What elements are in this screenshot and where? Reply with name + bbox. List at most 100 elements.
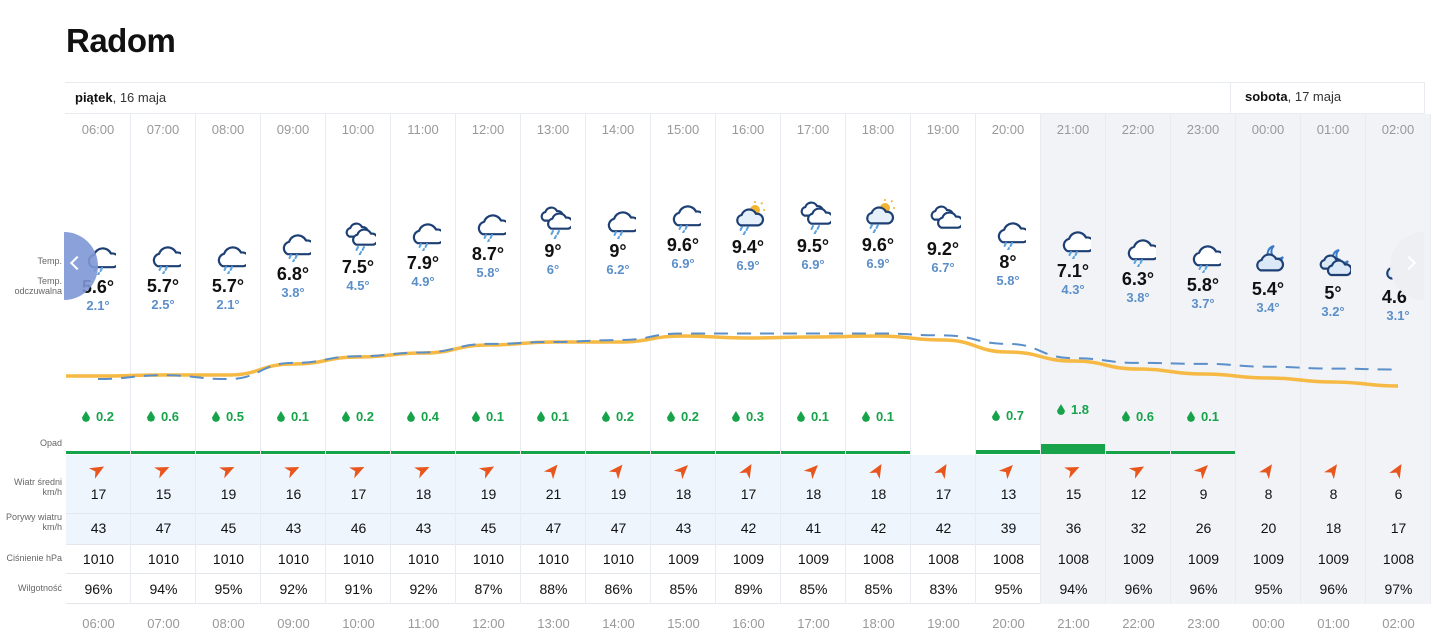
precipitation-amount: 0.2 (95, 409, 115, 424)
wind-gust: 26 (1195, 520, 1212, 536)
drop-icon (1186, 411, 1195, 422)
precipitation-bar (651, 451, 715, 454)
drop-icon (146, 410, 155, 422)
wind-speed: 19 (610, 486, 627, 502)
wind-gust: 45 (220, 520, 237, 536)
precipitation-bar (781, 451, 845, 454)
clouds-rain-icon (537, 205, 574, 240)
wind-speed: 6 (1394, 486, 1403, 502)
feels-like-value: 2.1° (86, 297, 110, 313)
wind-gust: 45 (480, 520, 497, 536)
precipitation-value: 0.2 (326, 409, 390, 424)
humidity-value: 96% (84, 581, 113, 597)
hour-label: 15:00 (666, 122, 700, 137)
feels-like-value: 6.2° (606, 262, 630, 277)
hour-label: 06:00 (81, 122, 115, 137)
cloud-rain-icon (1057, 225, 1096, 261)
wind-speed: 18 (675, 486, 692, 502)
precipitation-bar (261, 451, 325, 454)
wind-speed: 17 (935, 486, 952, 502)
hour-label-bottom: 17:00 (797, 616, 830, 631)
day-name: piątek (75, 90, 113, 105)
humidity-value: 85% (864, 581, 893, 597)
humidity-value: 92% (409, 581, 438, 597)
precipitation-bar (1171, 451, 1235, 454)
precipitation-amount: 0.1 (1200, 409, 1220, 424)
pressure-value: 1008 (1382, 551, 1415, 567)
precipitation-value: 0.1 (261, 409, 325, 424)
cloud-rain-icon (1187, 239, 1226, 275)
wind-gust: 32 (1130, 520, 1147, 536)
cloud-rain-icon (212, 240, 251, 276)
pressure-value: 1008 (992, 551, 1025, 567)
temperature-value: 7.9° (406, 252, 440, 273)
temperature-value: 7.1° (1056, 260, 1090, 281)
pressure-value: 1010 (212, 551, 245, 567)
feels-like-value: 3.8° (281, 285, 305, 301)
wind-speed: 13 (1000, 486, 1017, 502)
drop-icon (731, 411, 740, 422)
feels-like-value: 6.9° (671, 255, 695, 271)
precipitation-value: 0.6 (1106, 409, 1170, 424)
wind-speed: 16 (285, 486, 302, 502)
wind-gust: 43 (675, 520, 692, 536)
hour-label-bottom: 06:00 (82, 616, 115, 631)
precipitation-bar (326, 451, 390, 454)
row-label-pressure: Ciśnienie hPa (6, 553, 62, 563)
pressure-value: 1010 (537, 551, 570, 567)
hour-label-bottom: 00:00 (1252, 616, 1285, 631)
hour-label-bottom: 07:00 (147, 616, 180, 631)
pressure-value: 1010 (277, 551, 310, 567)
day-date: 17 maja (1294, 89, 1342, 104)
row-label-feel: Temp. odczuwalna (14, 276, 62, 296)
day-label-1: piątek, 16 maja (75, 90, 167, 105)
pressure-value: 1010 (472, 551, 505, 567)
wind-speed: 12 (1130, 486, 1147, 502)
cloud-rain-icon (277, 228, 316, 265)
humidity-value: 88% (539, 581, 568, 597)
pressure-value: 1008 (862, 551, 895, 567)
wind-gust: 42 (740, 520, 757, 536)
row-label-temp: Temp. (37, 256, 62, 266)
feels-like-value: 6.9° (801, 256, 825, 272)
precipitation-bar (716, 451, 780, 454)
pressure-value: 1009 (1317, 551, 1350, 567)
humidity-value: 94% (1059, 581, 1088, 597)
wind-gust: 43 (285, 520, 302, 536)
wind-speed: 18 (870, 486, 887, 502)
cloud-rain-icon (667, 199, 706, 235)
clouds-icon (927, 203, 964, 237)
temperature-value: 9° (609, 241, 627, 261)
row-separator (66, 573, 1425, 574)
wind-speed: 17 (740, 486, 757, 502)
temperature-value: 9.2° (926, 238, 960, 259)
wind-gust: 43 (90, 520, 107, 536)
humidity-value: 96% (1189, 581, 1218, 597)
feels-like-value: 2.5° (151, 296, 175, 312)
hour-label: 16:00 (731, 122, 765, 137)
precipitation-value: 0.1 (781, 409, 845, 424)
row-separator (66, 603, 1425, 604)
wind-speed: 8 (1329, 486, 1338, 502)
feels-like-value: 3.7° (1191, 295, 1215, 311)
hour-label: 08:00 (211, 122, 245, 137)
drop-icon (861, 411, 870, 422)
wind-gust: 20 (1260, 520, 1277, 536)
humidity-value: 85% (669, 581, 698, 597)
wind-speed: 8 (1264, 486, 1273, 502)
humidity-value: 94% (149, 581, 178, 597)
day-header: piątek, 16 maja (65, 82, 1425, 114)
feels-like-value: 3.2° (1321, 304, 1345, 319)
wind-gust: 42 (935, 520, 952, 536)
sun-cloud-rain-icon (862, 198, 896, 234)
precipitation-value: 0.7 (976, 408, 1040, 423)
temperature-value: 9° (544, 241, 562, 261)
precipitation-bar (846, 451, 910, 454)
chevron-left-icon (69, 255, 85, 271)
drop-icon (1121, 410, 1130, 422)
hour-label-bottom: 08:00 (212, 616, 245, 631)
humidity-value: 87% (474, 581, 503, 597)
hour-label: 09:00 (276, 122, 310, 137)
precipitation-value: 0.5 (196, 409, 260, 424)
cloud-rain-icon (407, 217, 446, 253)
